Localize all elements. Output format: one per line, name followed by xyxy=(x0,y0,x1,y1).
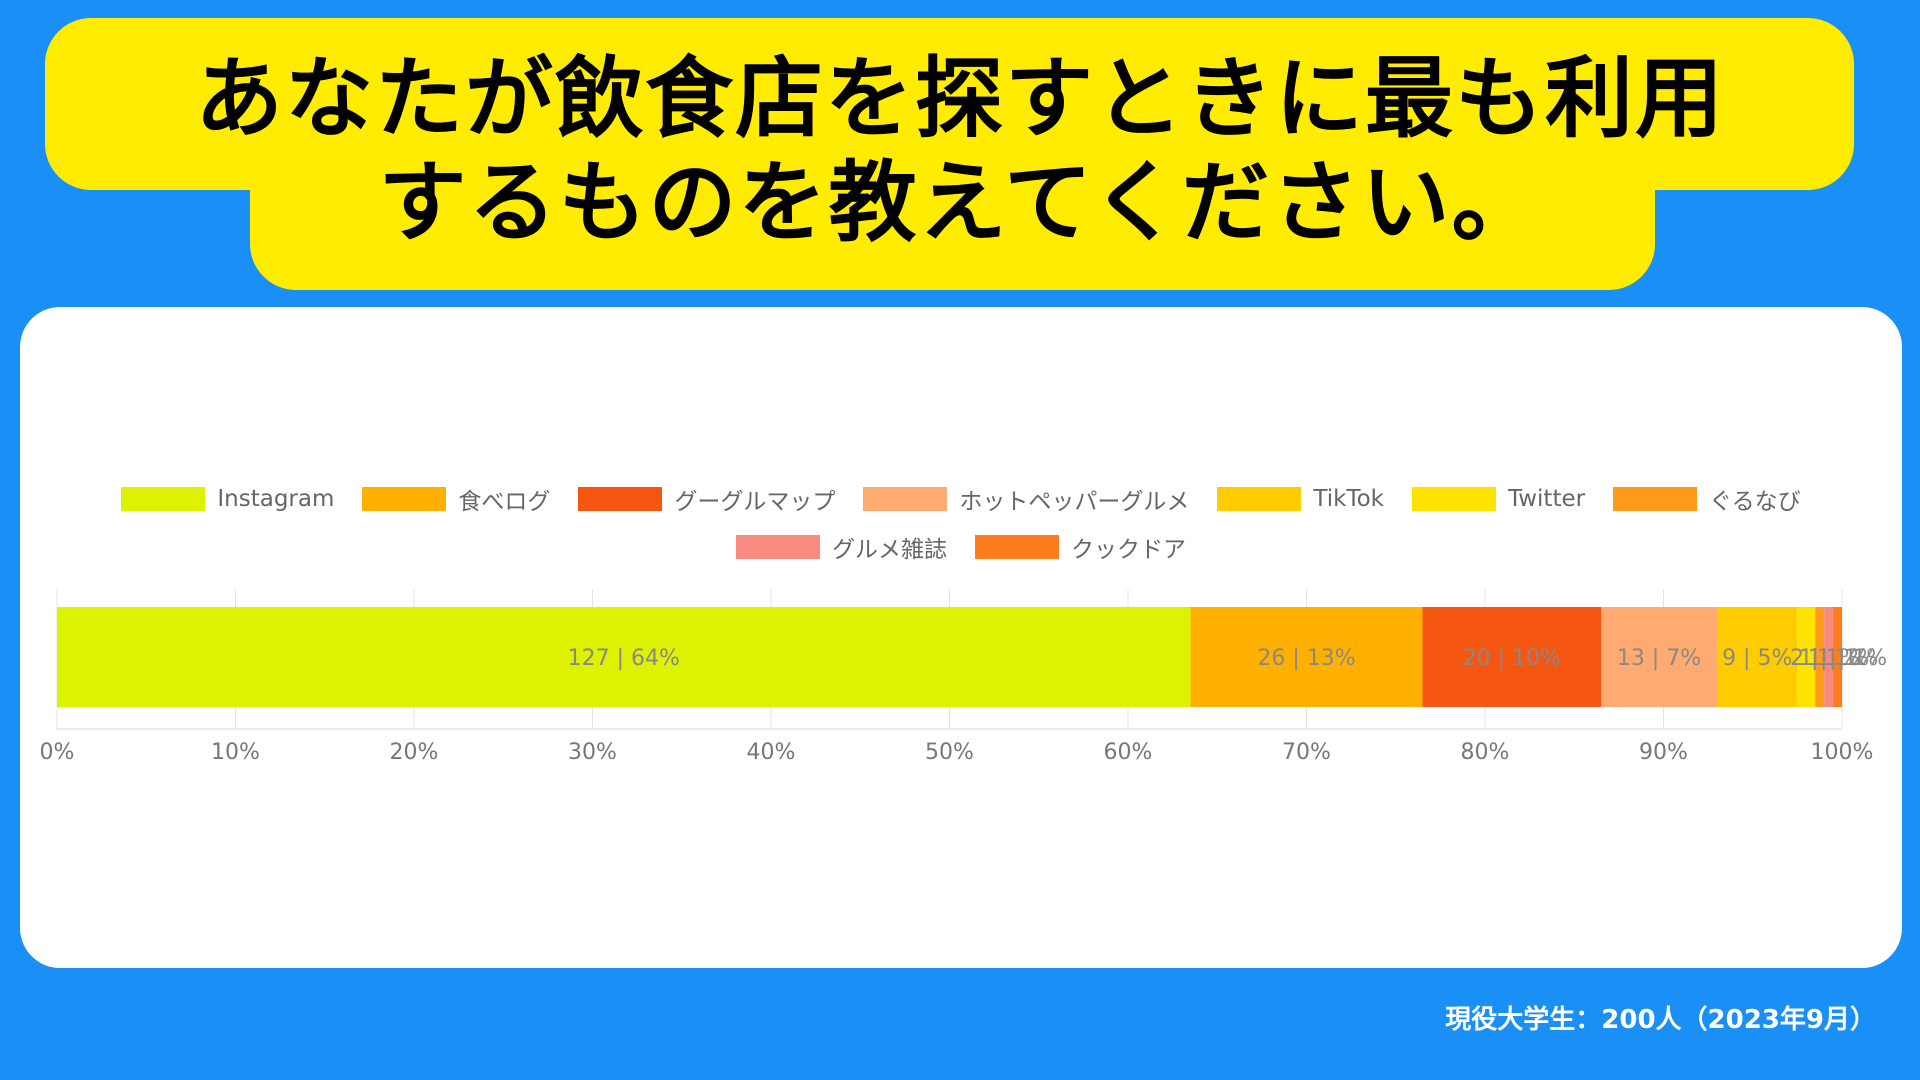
legend-item[interactable]: Instagram xyxy=(121,485,334,513)
legend-swatch xyxy=(362,487,447,511)
legend-swatch xyxy=(975,535,1059,559)
bar-segment xyxy=(57,607,1191,707)
legend-label: ホットペッパーグルメ xyxy=(959,489,1190,515)
legend-swatch xyxy=(578,487,663,511)
x-tick-label: 100% xyxy=(1811,740,1874,765)
legend-item[interactable]: グルメ雑誌 xyxy=(736,533,947,563)
legend-swatch xyxy=(863,487,948,511)
data-label: 26 | 13% xyxy=(1257,646,1355,671)
legend-label: 食べログ xyxy=(458,489,551,515)
x-tick-label: 40% xyxy=(747,740,796,765)
legend-label: ぐるなび xyxy=(1709,489,1801,515)
legend-label: クックドア xyxy=(1071,537,1186,563)
legend-label: グルメ雑誌 xyxy=(832,537,947,563)
bar-segment xyxy=(1815,607,1825,707)
stacked-bar-chart: 0% 10% 20% 30% 40% 50% 60% 70% 80% 90% 100% 127 | 6… xyxy=(40,589,1887,765)
data-label: 2 | 1% xyxy=(1790,646,1860,671)
legend-swatch xyxy=(1217,487,1302,511)
data-label: 20 | 10% xyxy=(1463,646,1561,671)
data-label: 9 | 5% xyxy=(1722,646,1792,671)
x-tick-label: 0% xyxy=(40,740,75,765)
page-title: あなたが飲食店を探すときに最も利用 するものを教えてください。 xyxy=(0,0,1920,300)
legend-swatch xyxy=(1411,487,1496,511)
data-label: 1 | 1% xyxy=(1817,646,1887,671)
bar-segment xyxy=(1833,607,1842,707)
x-tick-label: 20% xyxy=(390,740,439,765)
legend-item[interactable]: ホットペッパーグルメ xyxy=(863,485,1190,515)
data-label: 1 | 1% xyxy=(1799,646,1869,671)
bar-segment xyxy=(1797,607,1816,707)
legend-item[interactable]: クックドア xyxy=(975,533,1186,563)
x-tick-label: 10% xyxy=(211,740,260,765)
survey-note: 現役大学生：200人（2023年9月） xyxy=(1445,1005,1876,1035)
legend-label: TikTok xyxy=(1313,486,1384,512)
legend-item[interactable]: TikTok xyxy=(1217,485,1384,513)
legend-label: グーグルマップ xyxy=(674,489,836,515)
x-tick-label: 90% xyxy=(1639,740,1688,765)
bar-segment xyxy=(1824,607,1834,707)
x-tick-label: 30% xyxy=(568,740,617,765)
legend-swatch xyxy=(121,487,206,511)
legend-item[interactable]: グーグルマップ xyxy=(578,485,836,515)
bar-segment xyxy=(1190,607,1423,707)
x-tick-label: 70% xyxy=(1282,740,1331,765)
bar-segment xyxy=(1601,607,1718,707)
bar-segment xyxy=(1422,607,1602,707)
chart-legend: Instagram 食べログ グーグルマップ ホットペッパーグルメ TikTok Twit… xyxy=(20,485,1902,563)
legend-swatch xyxy=(1613,487,1698,511)
legend-swatch xyxy=(736,535,820,559)
title-line-2: するものを教えてください。 xyxy=(378,151,1542,254)
title-banner-shape xyxy=(45,18,1854,290)
legend-item[interactable]: Twitter xyxy=(1411,485,1586,513)
legend-item[interactable]: 食べログ xyxy=(362,485,551,515)
legend-label: Instagram xyxy=(217,486,335,512)
chart-card: Instagram 食べログ グーグルマップ ホットペッパーグルメ TikTok Twit… xyxy=(20,307,1902,968)
title-line-1: あなたが飲食店を探すときに最も利用 xyxy=(194,47,1725,150)
x-tick-label: 60% xyxy=(1104,740,1153,765)
x-tick-label: 80% xyxy=(1461,740,1510,765)
title-banner: あなたが飲食店を探すときに最も利用 するものを教えてください。 xyxy=(0,0,1920,300)
x-tick-label: 50% xyxy=(925,740,974,765)
legend-label: Twitter xyxy=(1507,486,1586,512)
data-label: 1 | 1% xyxy=(1808,646,1878,671)
data-label: 13 | 7% xyxy=(1617,646,1701,671)
bar-segment xyxy=(1717,607,1798,707)
data-label: 127 | 64% xyxy=(568,646,680,671)
legend-item[interactable]: ぐるなび xyxy=(1613,485,1801,515)
